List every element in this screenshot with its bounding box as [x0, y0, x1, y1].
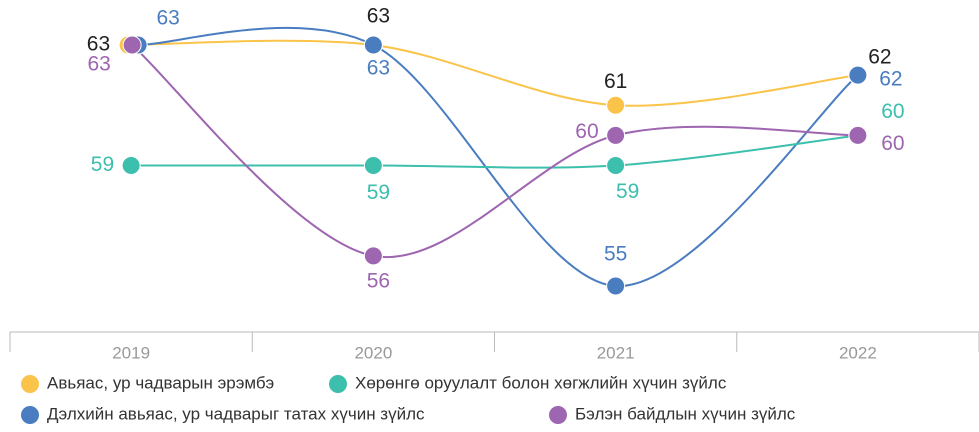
legend-marker — [329, 375, 347, 393]
data-point — [606, 95, 626, 115]
legend-marker — [21, 406, 39, 424]
legend-label: Хөрөнгө оруулалт болон хөгжлийн хүчин зү… — [355, 373, 727, 392]
data-label: 62 — [868, 46, 891, 69]
data-label: 63 — [367, 57, 390, 80]
data-label: 55 — [604, 243, 627, 266]
legend-marker — [21, 375, 39, 393]
data-label: 63 — [367, 5, 390, 28]
x-tick-label: 2022 — [839, 343, 877, 362]
series-line — [131, 44, 858, 259]
series-line — [138, 26, 859, 288]
data-label: 59 — [91, 153, 114, 176]
legend-marker — [549, 406, 567, 424]
data-label: 59 — [367, 181, 390, 204]
data-point — [363, 35, 383, 55]
series-line — [128, 39, 858, 107]
x-tick-label: 2019 — [112, 343, 150, 362]
data-point — [363, 246, 383, 266]
data-point — [122, 35, 142, 55]
data-label: 62 — [879, 68, 902, 91]
legend-label: Бэлэн байдлын хүчин зүйлс — [575, 404, 796, 423]
data-label: 63 — [156, 7, 179, 30]
legend: Авьяас, ур чадварын эрэмбэ Дэлхийн авьяас… — [21, 373, 796, 424]
data-point — [121, 156, 141, 175]
data-point — [848, 65, 868, 85]
x-tick-label: 2020 — [354, 343, 392, 362]
data-point — [606, 125, 626, 145]
data-label: 63 — [87, 33, 110, 56]
data-label: 61 — [604, 70, 627, 93]
data-label: 59 — [616, 180, 639, 203]
data-label: 60 — [881, 100, 904, 123]
x-tick-label: 2021 — [597, 343, 635, 362]
data-point — [606, 276, 626, 296]
data-label: 56 — [367, 269, 390, 292]
data-point — [848, 125, 868, 145]
legend-label: Авьяас, ур чадварын эрэмбэ — [47, 373, 274, 392]
data-label: 60 — [575, 120, 598, 143]
data-label: 60 — [881, 132, 904, 155]
data-point — [363, 156, 383, 175]
series-line — [131, 134, 858, 169]
data-label: 63 — [87, 53, 110, 76]
data-point — [606, 156, 626, 175]
legend-label: Дэлхийн авьяас, ур чадварыг татах хүчин … — [47, 404, 425, 423]
